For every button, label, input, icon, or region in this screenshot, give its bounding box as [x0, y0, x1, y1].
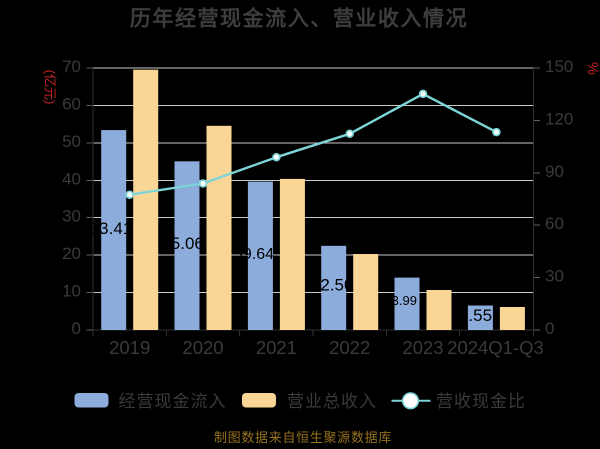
svg-text:10: 10 [62, 282, 81, 301]
svg-text:经营现金流入: 经营现金流入 [119, 392, 227, 411]
svg-text:39.64: 39.64 [234, 246, 274, 263]
svg-text:30: 30 [62, 207, 81, 226]
svg-text:0: 0 [72, 319, 81, 338]
svg-text:2019: 2019 [109, 337, 150, 358]
svg-text:%: % [584, 62, 600, 75]
svg-text:(亿元): (亿元) [43, 70, 58, 105]
svg-text:营收现金比: 营收现金比 [436, 392, 526, 411]
svg-text:20: 20 [62, 244, 81, 263]
svg-text:历年经营现金流入、营业收入情况: 历年经营现金流入、营业收入情况 [130, 7, 468, 31]
svg-text:53.41: 53.41 [90, 219, 133, 238]
svg-text:45.06: 45.06 [161, 234, 204, 253]
svg-text:120: 120 [545, 109, 573, 128]
svg-text:2024Q1-Q3: 2024Q1-Q3 [447, 337, 544, 358]
svg-text:制图数据来自恒生聚源数据库: 制图数据来自恒生聚源数据库 [214, 430, 392, 445]
svg-text:70: 70 [62, 57, 81, 76]
svg-text:22.50: 22.50 [311, 276, 354, 295]
svg-text:50: 50 [62, 132, 81, 151]
svg-text:13.99: 13.99 [384, 293, 417, 308]
svg-text:6.55: 6.55 [459, 306, 492, 325]
svg-text:0: 0 [545, 319, 554, 338]
svg-text:40: 40 [62, 169, 81, 188]
svg-text:营业总收入: 营业总收入 [287, 392, 377, 411]
svg-text:2021: 2021 [256, 337, 297, 358]
svg-text:150: 150 [545, 57, 573, 76]
svg-text:2022: 2022 [329, 337, 370, 358]
svg-text:90: 90 [545, 162, 564, 181]
svg-text:60: 60 [545, 214, 564, 233]
svg-text:2020: 2020 [182, 337, 223, 358]
svg-text:30: 30 [545, 267, 564, 286]
svg-text:60: 60 [62, 94, 81, 113]
svg-text:2023: 2023 [402, 337, 443, 358]
